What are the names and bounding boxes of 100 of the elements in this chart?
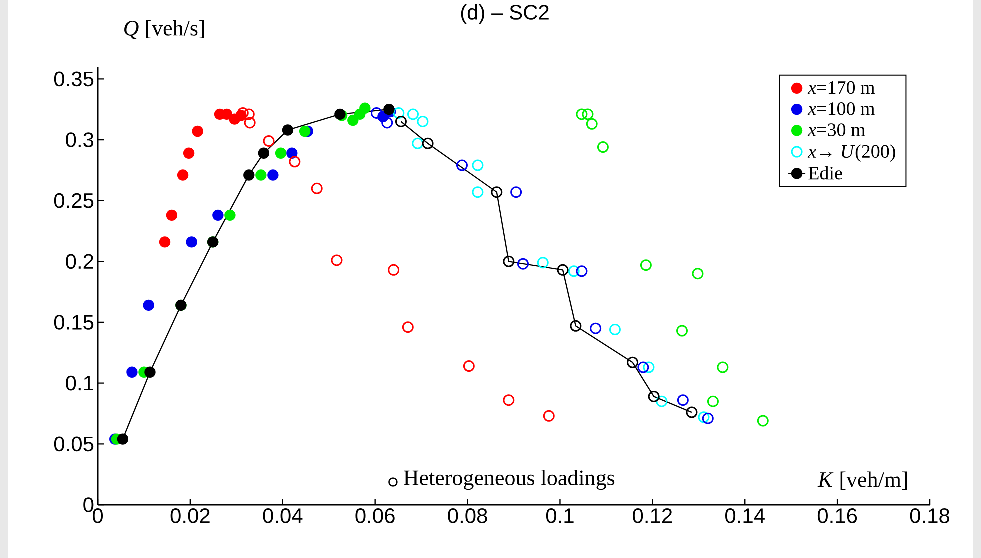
point: [143, 300, 154, 312]
point: [576, 108, 588, 120]
legend-label: x→ U(200): [808, 144, 896, 162]
point: [256, 170, 267, 181]
point: [648, 390, 660, 402]
point: [166, 210, 178, 222]
point: [126, 366, 138, 378]
point: [402, 322, 414, 334]
x-tick-label: 0.04: [263, 508, 303, 524]
x-tick-label: 0.14: [726, 508, 765, 524]
point: [472, 160, 484, 172]
point: [286, 148, 298, 159]
y-tick-label: 0.35: [54, 72, 94, 87]
point: [299, 126, 311, 138]
point: [503, 394, 515, 406]
point: [677, 394, 689, 406]
point: [268, 170, 279, 181]
point: [638, 362, 650, 374]
point: [192, 126, 204, 138]
point: [263, 135, 275, 147]
x-tick-label: 0.18: [910, 508, 950, 524]
point: [275, 148, 287, 159]
y-tick-label: 0.05: [54, 436, 94, 452]
point: [212, 210, 224, 222]
point: [407, 108, 419, 120]
legend-label: x=100 m: [808, 102, 875, 116]
point: [656, 396, 668, 408]
point: [117, 434, 129, 445]
point: [609, 324, 621, 336]
point: [183, 148, 195, 159]
annotation: Heterogeneous loadings: [404, 470, 615, 490]
point: [472, 186, 484, 198]
point: [491, 186, 503, 198]
point: [384, 104, 395, 116]
point: [456, 160, 468, 172]
point: [702, 412, 714, 424]
point: [557, 264, 569, 276]
point: [393, 107, 405, 119]
x-axis-title: K [veh/m]: [818, 472, 908, 490]
point: [676, 325, 688, 337]
point: [698, 412, 710, 424]
point: [586, 118, 598, 130]
point: [382, 117, 394, 129]
point: [186, 236, 198, 248]
point: [686, 406, 698, 418]
point: [159, 236, 171, 248]
point: [224, 210, 236, 222]
point: [360, 102, 371, 114]
legend-label: x=30 m: [808, 124, 866, 136]
point: [627, 356, 639, 368]
point: [243, 108, 255, 120]
point: [570, 320, 582, 332]
point: [717, 362, 729, 374]
point: [237, 107, 249, 119]
y-tick-label: 0.25: [54, 193, 94, 208]
point: [537, 257, 549, 269]
x-tick-label: 0.06: [356, 508, 395, 524]
y-tick-label: 0.2: [66, 254, 94, 270]
x-tick-label: 0.1: [546, 508, 574, 524]
point: [331, 254, 343, 266]
point: [311, 182, 323, 194]
y-tick-label: 0.3: [66, 132, 94, 148]
x-tick-label: 0.16: [818, 508, 858, 524]
y-tick-label: 0: [84, 498, 94, 512]
point: [510, 186, 522, 198]
point: [417, 116, 429, 128]
point: [244, 170, 255, 181]
point: [282, 124, 294, 136]
point: [177, 170, 189, 181]
point: [463, 360, 475, 372]
y-tick-label: 0.15: [54, 315, 94, 330]
point: [757, 415, 769, 427]
legend-label: x=170 m: [808, 81, 875, 94]
point: [692, 268, 704, 280]
x-tick-label: 0: [92, 508, 104, 524]
point: [348, 114, 359, 126]
point: [388, 264, 400, 276]
point: [395, 116, 407, 128]
point: [543, 410, 555, 422]
point: [412, 138, 424, 150]
x-tick-label: 0.08: [448, 508, 488, 524]
point: [568, 266, 580, 278]
chart-title: (d) – SC2: [461, 4, 549, 24]
point: [289, 156, 301, 168]
point: [640, 260, 652, 272]
point: [576, 266, 588, 278]
legend-label: Edie: [808, 166, 842, 180]
point: [597, 142, 609, 154]
point: [503, 256, 515, 268]
point: [258, 148, 270, 159]
point: [144, 366, 156, 378]
y-axis-title: Q [veh/s]: [124, 20, 204, 40]
point: [582, 108, 594, 120]
y-tick-label: 0.1: [66, 376, 94, 391]
point: [707, 396, 719, 408]
point: [643, 362, 655, 374]
point: [244, 117, 256, 129]
point: [370, 107, 382, 119]
point: [422, 138, 434, 150]
x-tick-label: 0.12: [633, 508, 672, 524]
